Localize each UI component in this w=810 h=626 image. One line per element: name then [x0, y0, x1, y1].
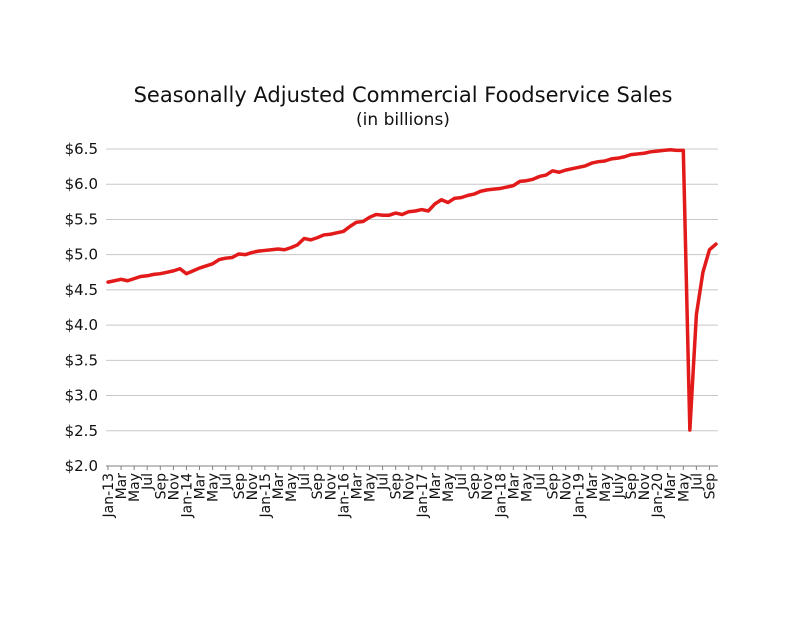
x-tick-label: May — [284, 473, 300, 502]
x-tick-label: Mar — [193, 473, 209, 500]
x-tick-label: Sep — [310, 473, 326, 500]
y-tick-label: $3.0 — [65, 387, 98, 405]
y-tick-label: $4.0 — [65, 316, 98, 334]
x-tick-label: Jul — [532, 473, 548, 491]
x-tick-label: Mar — [349, 473, 365, 500]
x-tick-label: Jan-15 — [258, 473, 274, 518]
y-tick-label: $6.0 — [65, 175, 98, 193]
x-tick-label: Jan-13 — [101, 473, 117, 518]
y-tick-label: $2.0 — [65, 457, 98, 475]
x-axis-tick-labels: Jan-13MarMayJulSepNovJan-14MarMayJulSepN… — [101, 466, 718, 518]
x-tick-label: Nov — [402, 473, 418, 500]
x-tick-label: May — [363, 473, 379, 502]
y-tick-label: $5.0 — [65, 246, 98, 264]
chart-title: Seasonally Adjusted Commercial Foodservi… — [134, 83, 673, 107]
x-tick-label: Jul — [376, 473, 392, 491]
x-tick-label: Mar — [114, 473, 130, 500]
x-tick-label: May — [127, 473, 143, 502]
x-tick-label: Mar — [428, 473, 444, 500]
x-tick-label: Jul — [297, 473, 313, 491]
x-tick-label: Jan-19 — [572, 473, 588, 518]
x-tick-label: May — [676, 473, 692, 502]
x-tick-label: Nov — [637, 473, 653, 500]
x-tick-label: Sep — [702, 473, 718, 500]
x-tick-label: Mar — [506, 473, 522, 500]
x-tick-label: Sep — [389, 473, 405, 500]
x-tick-label: Jan-17 — [415, 473, 431, 518]
x-tick-label: Sep — [467, 473, 483, 500]
x-tick-label: Sep — [232, 473, 248, 500]
x-tick-label: Jul — [219, 473, 235, 491]
x-tick-label: Mar — [271, 473, 287, 500]
y-tick-label: $2.5 — [65, 422, 98, 440]
x-tick-label: May — [441, 473, 457, 502]
x-tick-label: Nov — [480, 473, 496, 500]
y-tick-label: $6.5 — [65, 140, 98, 158]
y-tick-label: $3.5 — [65, 351, 98, 369]
x-tick-label: Mar — [663, 473, 679, 500]
x-tick-label: May — [598, 473, 614, 502]
x-tick-label: Sep — [624, 473, 640, 500]
chart-subtitle: (in billions) — [356, 110, 450, 130]
x-tick-label: Jul — [140, 473, 156, 491]
x-tick-label: May — [519, 473, 535, 502]
y-tick-label: $5.5 — [65, 210, 98, 228]
x-tick-label: Nov — [323, 473, 339, 500]
x-tick-label: Sep — [153, 473, 169, 500]
x-tick-label: Jan-18 — [493, 473, 509, 518]
x-tick-label: Nov — [245, 473, 261, 500]
x-tick-label: Jan-16 — [336, 473, 352, 519]
x-tick-label: Nov — [166, 473, 182, 500]
x-tick-label: Nov — [559, 473, 575, 500]
x-tick-label: May — [206, 473, 222, 502]
x-tick-label: Jan-14 — [179, 473, 195, 519]
x-tick-label: Jul — [454, 473, 470, 491]
series-layer — [106, 147, 718, 432]
x-tick-label: Jan-20 — [650, 473, 666, 518]
y-tick-label: $4.5 — [65, 281, 98, 299]
gridlines — [106, 148, 718, 467]
x-tick-label: July — [611, 473, 627, 499]
x-tick-label: Mar — [585, 473, 601, 500]
x-tick-label: Sep — [546, 473, 562, 500]
x-tick-label: Jul — [689, 473, 705, 491]
y-axis-tick-labels: $6.5 $6.0 $5.5 $5.0 $4.5 $4.0 $3.5 $3.0 $2.5 $2.0 — [65, 140, 98, 475]
sales-series-line — [106, 147, 718, 432]
